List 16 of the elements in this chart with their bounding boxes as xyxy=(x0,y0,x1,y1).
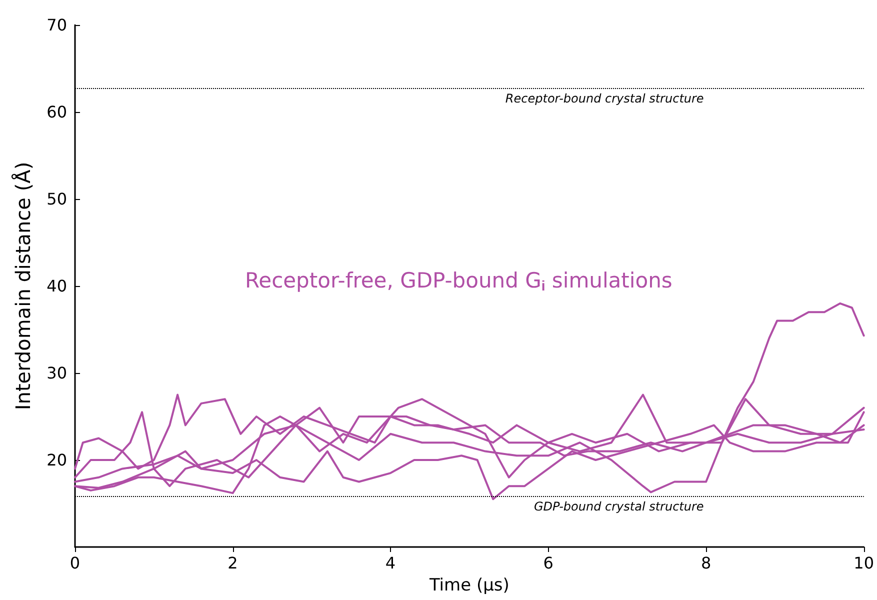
ref-line-label: GDP-bound crystal structure xyxy=(534,500,704,514)
x-tick-label: 2 xyxy=(228,554,238,572)
y-tick-label: 20 xyxy=(46,450,67,470)
y-tick-label: 70 xyxy=(46,16,67,34)
y-axis-title: Interdomain distance (Å) xyxy=(11,162,35,410)
y-tick-label: 40 xyxy=(46,276,67,296)
x-tick-label: 0 xyxy=(70,554,80,572)
ref-line-label: Receptor-bound crystal structure xyxy=(505,92,704,106)
x-axis-title: Time (μs) xyxy=(428,576,510,596)
x-tick-label: 6 xyxy=(543,554,554,572)
x-tick-label: 4 xyxy=(385,554,396,572)
x-tick-label: 8 xyxy=(700,554,712,572)
y-tick-label: 30 xyxy=(46,364,67,382)
y-tick-label: 60 xyxy=(46,102,67,122)
x-tick-label: 10 xyxy=(854,554,874,572)
y-tick-label: 50 xyxy=(46,190,67,208)
